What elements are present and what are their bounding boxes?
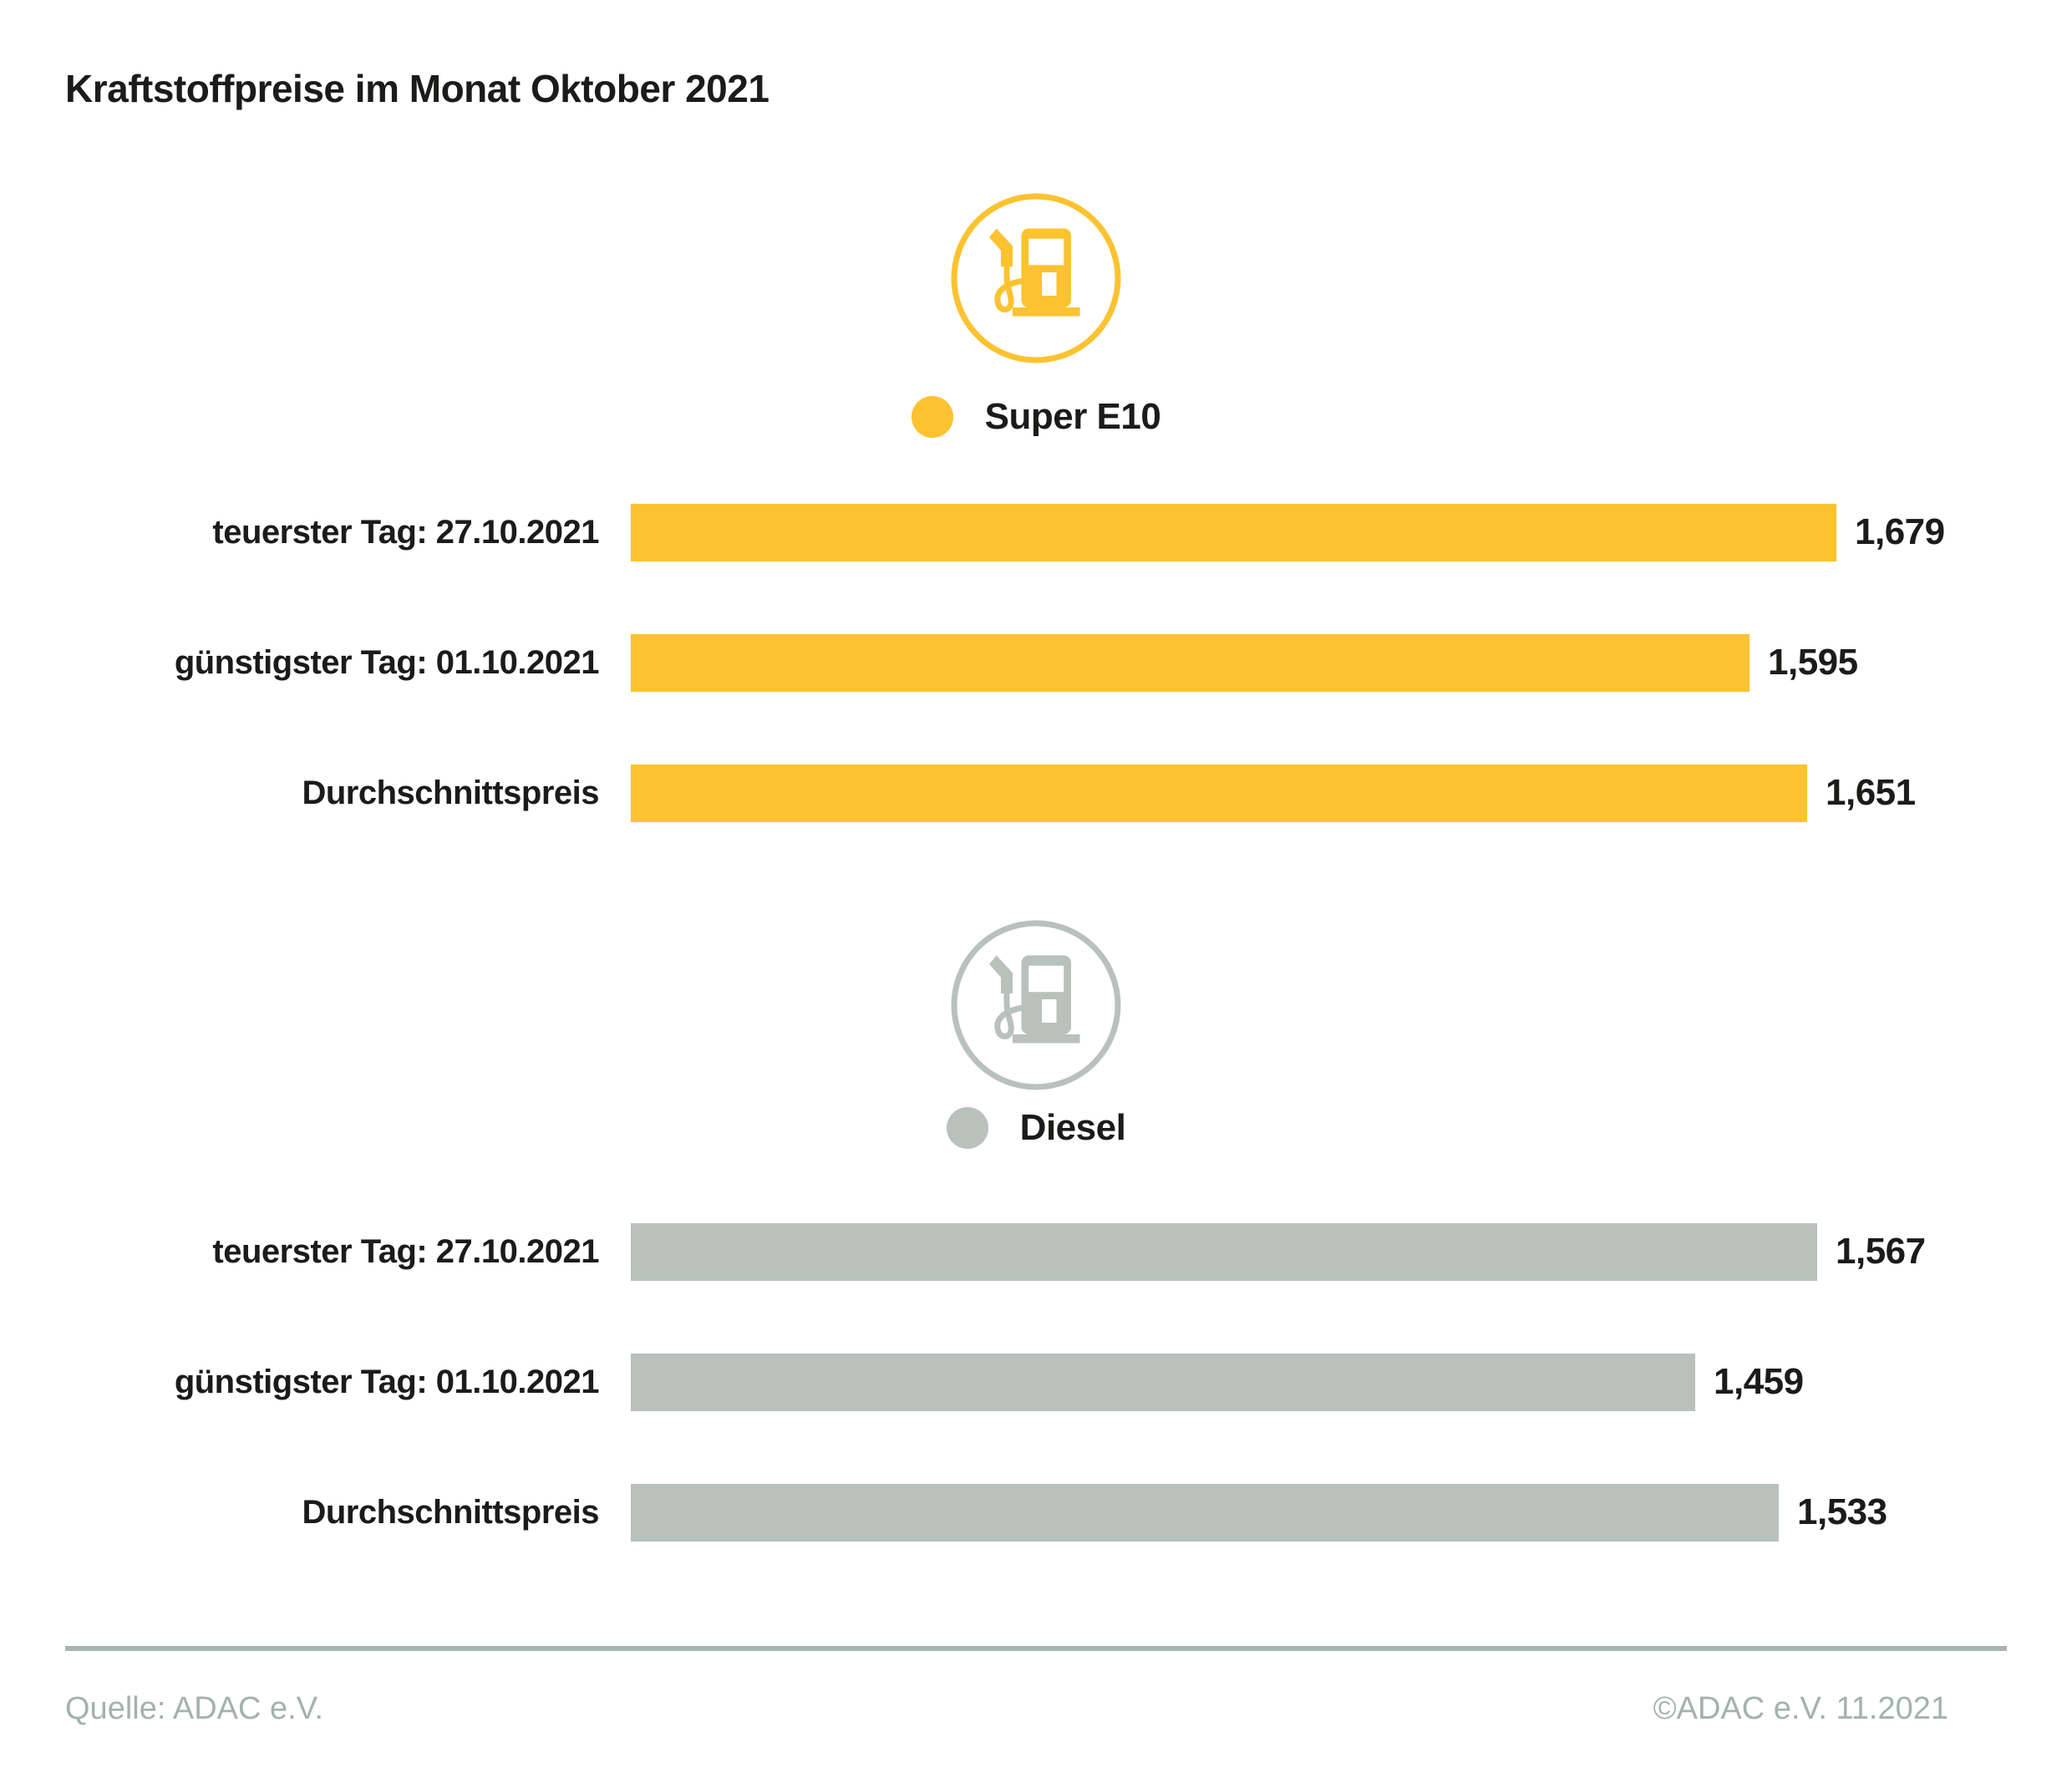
separator-line bbox=[65, 1645, 2007, 1651]
footer-copyright: ©ADAC e.V. 11.2021 bbox=[1653, 1690, 1948, 1726]
row-label: teuerster Tag: 27.10.2021 bbox=[212, 1232, 599, 1270]
row-label: günstigster Tag: 01.10.2021 bbox=[174, 643, 600, 681]
value-label: 1,651 bbox=[1826, 772, 1916, 814]
bar-row: teuerster Tag: 27.10.2021 1,679 bbox=[65, 503, 2007, 561]
legend-label-diesel: Diesel bbox=[1019, 1106, 1126, 1148]
bar-super-e10-avg bbox=[631, 764, 1807, 822]
value-label: 1,567 bbox=[1836, 1231, 1926, 1272]
bar-diesel-avg bbox=[631, 1483, 1779, 1542]
value-label: 1,533 bbox=[1797, 1491, 1887, 1533]
diesel-bars: teuerster Tag: 27.10.2021 1,567 günstigs… bbox=[65, 1222, 2007, 1542]
super-e10-section: Super E10 teuerster Tag: 27.10.2021 1,67… bbox=[65, 190, 2007, 822]
bar-diesel-max bbox=[631, 1222, 1817, 1281]
value-label: 1,459 bbox=[1714, 1361, 1804, 1403]
diesel-legend: Diesel bbox=[65, 1106, 2007, 1150]
row-label: günstigster Tag: 01.10.2021 bbox=[174, 1363, 600, 1400]
fuel-pump-icon bbox=[948, 190, 1124, 366]
fuel-pump-icon bbox=[948, 917, 1124, 1093]
diesel-section: Diesel teuerster Tag: 27.10.2021 1,567 g… bbox=[65, 917, 2007, 1542]
row-label: Durchschnittspreis bbox=[302, 1493, 599, 1531]
page-title: Kraftstoffpreise im Monat Oktober 2021 bbox=[65, 67, 769, 110]
bar-row: Durchschnittspreis 1,651 bbox=[65, 764, 2007, 822]
row-label: teuerster Tag: 27.10.2021 bbox=[212, 513, 599, 551]
super-e10-bars: teuerster Tag: 27.10.2021 1,679 günstigs… bbox=[65, 503, 2007, 822]
bar-super-e10-max bbox=[631, 503, 1836, 561]
legend-label-super-e10: Super E10 bbox=[984, 395, 1161, 437]
value-label: 1,679 bbox=[1855, 511, 1945, 553]
footer-source: Quelle: ADAC e.V. bbox=[65, 1690, 324, 1726]
bar-row: teuerster Tag: 27.10.2021 1,567 bbox=[65, 1222, 2007, 1281]
bar-row: Durchschnittspreis 1,533 bbox=[65, 1483, 2007, 1542]
value-label: 1,595 bbox=[1768, 642, 1858, 683]
bar-row: günstigster Tag: 01.10.2021 1,459 bbox=[65, 1353, 2007, 1411]
bar-diesel-min bbox=[631, 1353, 1695, 1411]
footer: Quelle: ADAC e.V. ©ADAC e.V. 11.2021 bbox=[65, 1691, 2007, 1727]
bar-row: günstigster Tag: 01.10.2021 1,595 bbox=[65, 633, 2007, 692]
super-e10-legend: Super E10 bbox=[65, 395, 2007, 439]
legend-dot-diesel bbox=[946, 1106, 988, 1149]
bar-super-e10-min bbox=[631, 633, 1750, 692]
legend-dot-super-e10 bbox=[911, 395, 953, 438]
row-label: Durchschnittspreis bbox=[302, 774, 599, 811]
